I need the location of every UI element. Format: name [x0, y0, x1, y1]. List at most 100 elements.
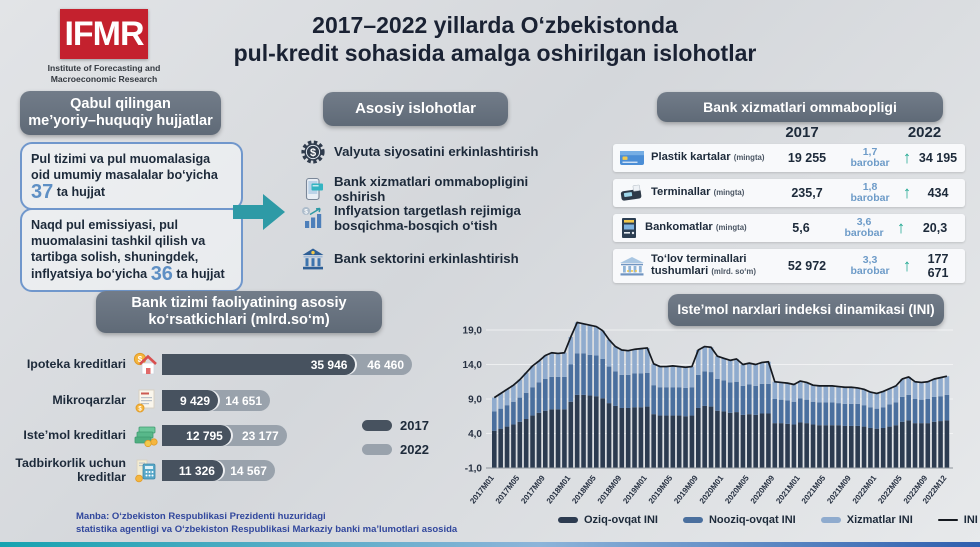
- business-loan-icon: [132, 458, 160, 483]
- reform-item-currency: $ Valyuta siyosatini erkinlashtirish: [301, 140, 539, 164]
- svg-text:$: $: [310, 147, 316, 159]
- pos-terminal-icon: [619, 184, 645, 202]
- row-label: Plastik kartalar (mingta): [651, 151, 765, 164]
- row-label: Bankomatlar (mingta): [645, 221, 747, 234]
- kpi-row-mortgage: Ipoteka kreditlari $ 46 460 35 946: [6, 352, 432, 377]
- svg-text:2019M05: 2019M05: [647, 473, 675, 505]
- svg-text:$: $: [137, 355, 142, 364]
- bank-icon: [619, 256, 645, 276]
- svg-text:14,0: 14,0: [463, 360, 483, 371]
- svg-text:2018M01: 2018M01: [545, 473, 573, 505]
- svg-text:2019M09: 2019M09: [672, 473, 700, 505]
- bar-2017: 12 795: [162, 425, 231, 446]
- kpi-row-consumer-loans: Iste’mol kreditlari 23 177 12 795: [6, 424, 432, 447]
- svg-text:2021M01: 2021M01: [774, 473, 802, 505]
- reform-item-bank-services: Bank xizmatlari ommabopligini oshirish: [301, 174, 556, 204]
- microloan-icon: $: [132, 388, 160, 413]
- currency-gear-icon: $: [301, 140, 325, 164]
- svg-text:2017M01: 2017M01: [468, 473, 496, 505]
- value-2017: 5,6: [792, 221, 810, 235]
- bank-services-table: Plastik kartalar (mingta) 19 255 1,7 baro…: [613, 144, 965, 290]
- legend-services: Xizmatlar INI: [820, 514, 913, 526]
- value-2022: 20,3: [922, 221, 948, 235]
- reform-item-inflation-targeting: $ Inflyatsion targetlash rejimiga bosqic…: [301, 203, 556, 233]
- value-2022: 34 195: [918, 151, 958, 165]
- svg-text:2019M01: 2019M01: [621, 473, 649, 505]
- page-title: 2017–2022 yillarda O‘zbekistonda pul-kre…: [233, 12, 757, 67]
- inflation-chart-icon: $: [301, 206, 325, 230]
- arrow-right-icon: [231, 191, 287, 238]
- logo: IFMR Institute of Forecasting and Macroe…: [24, 9, 184, 84]
- growth-factor: 3,3 barobar: [850, 253, 890, 277]
- kpi-header: Bank tizimi faoliyatining asosiy ko‘rsat…: [96, 291, 382, 333]
- legend-ini-line: INI: [937, 514, 978, 526]
- svg-text:2021M05: 2021M05: [800, 473, 828, 505]
- bank-building-icon: [301, 247, 325, 271]
- svg-text:2020M09: 2020M09: [749, 473, 777, 505]
- reform-item-bank-sector: Bank sektorini erkinlashtirish: [301, 247, 519, 271]
- documents-count-36: 36: [150, 263, 173, 286]
- svg-text:2018M05: 2018M05: [570, 473, 598, 505]
- logo-box: IFMR: [60, 9, 148, 59]
- documents-header: Qabul qilingan me’yoriy–huquqiy hujjatla…: [20, 91, 221, 135]
- ini-legend: Oziq-ovqat INI Nooziq-ovqat INI Xizmatla…: [558, 514, 978, 526]
- bank-services-header: Bank xizmatlari ommabopligi: [657, 92, 943, 122]
- up-arrow-icon: ↑: [902, 148, 912, 167]
- bar-2017: 11 326: [162, 460, 223, 482]
- bar-2017: 35 946: [162, 354, 356, 375]
- bar-2017: 9 429: [162, 390, 218, 411]
- row-label: Terminallar (mingta): [651, 186, 745, 199]
- svg-text:4,0: 4,0: [468, 429, 482, 440]
- documents-box-2: Naqd pul emissiyasi, pul muomalasini tas…: [20, 208, 243, 293]
- svg-text:$: $: [138, 406, 142, 412]
- svg-text:2018M09: 2018M09: [596, 473, 624, 505]
- value-2017: 52 972: [787, 259, 827, 273]
- value-2017: 19 255: [787, 151, 827, 165]
- documents-box-1: Pul tizimi va pul muomalasiga oid umumiy…: [20, 142, 243, 211]
- up-arrow-icon: ↑: [902, 183, 912, 202]
- legend-nonfood: Nooziq-ovqat INI: [682, 514, 796, 526]
- ini-chart: 19,0 14,0 9,0 4,0 -1,0 2017M01 2017M05 2017M09 2…: [448, 318, 976, 516]
- kpi-legend-2017: 2017: [362, 418, 429, 433]
- table-row-atms: Bankomatlar (mingta) 5,6 3,6 barobar ↑ 20…: [613, 214, 965, 242]
- growth-factor: 1,8 barobar: [850, 180, 890, 204]
- plastic-card-icon: [619, 149, 645, 167]
- kpi-row-microloans: Mikroqarzlar $ 14 651 9 429: [6, 388, 432, 413]
- bottom-accent-strip: [0, 542, 980, 547]
- svg-text:$: $: [304, 209, 308, 216]
- svg-text:2017M05: 2017M05: [494, 473, 522, 505]
- growth-factor: 1,7 barobar: [850, 145, 890, 169]
- svg-text:2020M01: 2020M01: [698, 473, 726, 505]
- table-row-plastic-cards: Plastik kartalar (mingta) 19 255 1,7 baro…: [613, 144, 965, 172]
- mobile-banking-icon: [301, 177, 325, 201]
- mortgage-icon: $: [132, 352, 160, 377]
- column-header-2022: 2022: [907, 124, 942, 141]
- legend-food: Oziq-ovqat INI: [558, 514, 658, 526]
- svg-text:2022M05: 2022M05: [876, 473, 904, 505]
- consumer-loan-icon: [132, 424, 160, 447]
- growth-factor: 3,6 barobar: [844, 215, 884, 239]
- up-arrow-icon: ↑: [896, 218, 906, 237]
- svg-text:19,0: 19,0: [463, 326, 483, 337]
- svg-text:2020M05: 2020M05: [723, 473, 751, 505]
- table-row-terminals: Terminallar (mingta) 235,7 1,8 barobar ↑ …: [613, 179, 965, 207]
- legend-swatch-2017: [362, 420, 392, 431]
- svg-text:2021M09: 2021M09: [825, 473, 853, 505]
- row-label: To‘lov terminallari tushumlari (mlrd. so…: [651, 253, 756, 277]
- logo-subtitle: Institute of Forecasting and Macroeconom…: [47, 63, 161, 84]
- kpi-row-business-loans: Tadbirkorlik uchun kreditlar 14 567 11 3…: [6, 456, 432, 484]
- up-arrow-icon: ↑: [902, 256, 912, 275]
- svg-text:2017M09: 2017M09: [519, 473, 547, 505]
- value-2022: 177 671: [927, 252, 949, 280]
- value-2022: 434: [927, 186, 949, 200]
- source-note: Manba: O‘zbekiston Respublikasi Preziden…: [76, 511, 458, 535]
- svg-text:9,0: 9,0: [468, 395, 482, 406]
- column-header-2017: 2017: [785, 124, 819, 141]
- kpi-legend-2022: 2022: [362, 442, 429, 457]
- logo-abbr: IFMR: [64, 14, 144, 53]
- atm-icon: [619, 217, 639, 239]
- table-row-payment-terminal-revenue: To‘lov terminallari tushumlari (mlrd. so…: [613, 249, 965, 283]
- ini-header: Iste’mol narxlari indeksi dinamikasi (IN…: [668, 294, 944, 326]
- svg-text:-1,0: -1,0: [465, 464, 483, 475]
